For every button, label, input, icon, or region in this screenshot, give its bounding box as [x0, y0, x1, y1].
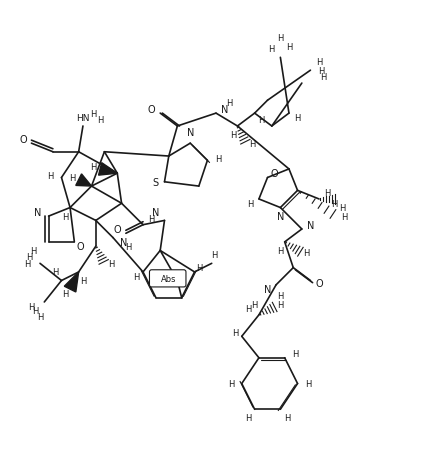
Text: H: H: [277, 34, 283, 44]
Text: H: H: [286, 43, 292, 52]
Text: H: H: [24, 259, 30, 268]
Text: H: H: [125, 242, 131, 251]
Polygon shape: [98, 163, 117, 176]
Text: H: H: [63, 289, 69, 298]
Text: H: H: [331, 199, 337, 208]
Text: H: H: [226, 99, 232, 108]
Text: H: H: [284, 414, 290, 422]
Text: H: H: [69, 174, 76, 183]
Text: S: S: [153, 177, 159, 187]
Text: H: H: [294, 114, 301, 123]
Text: O: O: [19, 134, 27, 145]
Text: H: H: [258, 116, 264, 125]
Text: O: O: [114, 224, 121, 235]
Text: O: O: [315, 278, 323, 288]
Text: H: H: [30, 246, 37, 255]
Text: H: H: [32, 307, 39, 315]
Text: H: H: [230, 131, 236, 140]
Text: H: H: [97, 116, 103, 125]
Text: N: N: [152, 207, 159, 218]
Text: H: H: [277, 246, 283, 255]
Text: H: H: [249, 140, 256, 148]
Text: H: H: [37, 313, 43, 322]
Text: H: H: [269, 45, 275, 54]
Text: H: H: [324, 189, 331, 197]
Text: H: H: [90, 109, 97, 118]
Text: H: H: [245, 304, 251, 313]
Text: H: H: [247, 199, 254, 208]
Text: N: N: [187, 128, 194, 138]
Text: HN: HN: [76, 114, 90, 123]
Text: H: H: [215, 154, 221, 163]
Text: H: H: [245, 414, 251, 422]
Text: H: H: [108, 259, 114, 268]
FancyBboxPatch shape: [149, 270, 186, 287]
Text: H: H: [211, 251, 217, 260]
Text: N: N: [264, 285, 271, 295]
Text: N: N: [221, 105, 228, 115]
Text: N: N: [276, 212, 284, 222]
Text: H: H: [80, 276, 86, 285]
Text: O: O: [148, 105, 156, 115]
Text: H: H: [48, 172, 54, 180]
Text: H: H: [277, 300, 283, 309]
Text: Abs: Abs: [161, 274, 177, 283]
Text: H: H: [133, 272, 140, 281]
Text: H: H: [292, 349, 299, 358]
Polygon shape: [76, 174, 92, 187]
Text: H: H: [28, 302, 35, 311]
Text: H: H: [303, 249, 309, 257]
Text: O: O: [270, 169, 278, 179]
Text: H: H: [196, 263, 202, 273]
Text: H: H: [277, 291, 283, 300]
Text: H: H: [52, 268, 58, 277]
Text: N: N: [307, 220, 314, 230]
Text: H: H: [305, 379, 311, 388]
Text: O: O: [77, 241, 85, 252]
Text: H: H: [90, 163, 97, 172]
Text: H: H: [228, 379, 234, 388]
Text: H: H: [320, 73, 327, 82]
Text: N: N: [34, 207, 41, 218]
Text: H: H: [26, 253, 32, 262]
Text: H: H: [316, 58, 322, 67]
Text: N: N: [120, 237, 127, 247]
Polygon shape: [64, 272, 79, 292]
Text: H: H: [340, 204, 346, 213]
Text: H: H: [63, 212, 69, 221]
Text: H: H: [318, 67, 324, 76]
Text: H: H: [232, 328, 238, 337]
Text: H: H: [342, 212, 348, 221]
Text: H: H: [149, 214, 155, 223]
Text: H: H: [251, 300, 258, 309]
